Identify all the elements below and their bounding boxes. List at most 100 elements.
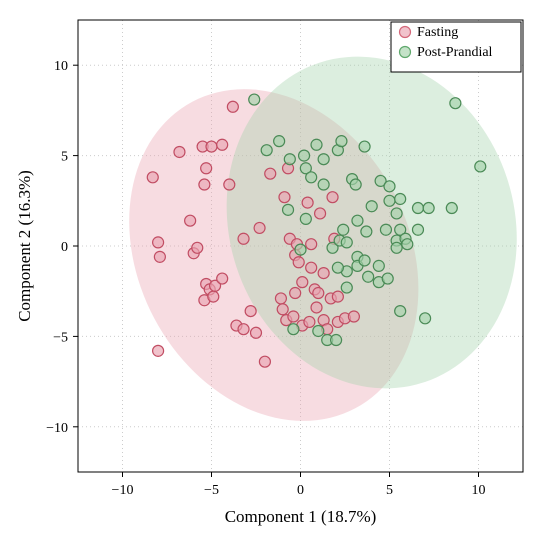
data-point bbox=[238, 233, 249, 244]
data-point bbox=[153, 345, 164, 356]
data-point bbox=[336, 136, 347, 147]
data-point bbox=[254, 222, 265, 233]
data-point bbox=[201, 163, 212, 174]
data-point bbox=[450, 98, 461, 109]
data-point bbox=[261, 145, 272, 156]
data-point bbox=[245, 306, 256, 317]
data-point bbox=[318, 154, 329, 165]
data-point bbox=[352, 215, 363, 226]
data-point bbox=[382, 273, 393, 284]
data-point bbox=[391, 208, 402, 219]
data-point bbox=[384, 181, 395, 192]
data-point bbox=[412, 203, 423, 214]
data-point bbox=[288, 324, 299, 335]
data-point bbox=[174, 146, 185, 157]
y-tick-label: 10 bbox=[54, 59, 68, 74]
data-point bbox=[402, 239, 413, 250]
data-point bbox=[446, 203, 457, 214]
data-point bbox=[395, 193, 406, 204]
data-point bbox=[274, 136, 285, 147]
data-point bbox=[284, 154, 295, 165]
data-point bbox=[332, 262, 343, 273]
x-tick-label: 5 bbox=[386, 483, 393, 498]
data-point bbox=[359, 255, 370, 266]
data-point bbox=[313, 288, 324, 299]
data-point bbox=[412, 224, 423, 235]
data-point bbox=[251, 327, 262, 338]
data-point bbox=[306, 172, 317, 183]
data-point bbox=[311, 139, 322, 150]
data-point bbox=[318, 179, 329, 190]
data-point bbox=[363, 271, 374, 282]
data-point bbox=[311, 302, 322, 313]
data-point bbox=[224, 179, 235, 190]
data-point bbox=[297, 277, 308, 288]
y-tick-label: 0 bbox=[61, 240, 68, 255]
data-point bbox=[154, 251, 165, 262]
data-point bbox=[361, 226, 372, 237]
data-point bbox=[391, 242, 402, 253]
x-axis-label: Component 1 (18.7%) bbox=[225, 507, 377, 526]
data-point bbox=[192, 242, 203, 253]
data-point bbox=[147, 172, 158, 183]
data-point bbox=[366, 201, 377, 212]
data-point bbox=[315, 208, 326, 219]
data-point bbox=[395, 306, 406, 317]
y-tick-label: 5 bbox=[61, 150, 68, 165]
data-point bbox=[199, 179, 210, 190]
data-point bbox=[359, 141, 370, 152]
data-point bbox=[373, 260, 384, 271]
data-point bbox=[327, 192, 338, 203]
data-point bbox=[338, 224, 349, 235]
data-point bbox=[384, 195, 395, 206]
data-point bbox=[306, 262, 317, 273]
data-point bbox=[332, 291, 343, 302]
legend-label: Post-Prandial bbox=[417, 45, 493, 60]
data-point bbox=[217, 273, 228, 284]
data-point bbox=[279, 192, 290, 203]
data-point bbox=[290, 288, 301, 299]
data-point bbox=[259, 356, 270, 367]
data-point bbox=[348, 311, 359, 322]
data-point bbox=[277, 304, 288, 315]
data-point bbox=[249, 94, 260, 105]
data-point bbox=[475, 161, 486, 172]
data-point bbox=[331, 335, 342, 346]
data-point bbox=[217, 139, 228, 150]
y-tick-label: −10 bbox=[46, 421, 68, 436]
data-point bbox=[380, 224, 391, 235]
data-point bbox=[206, 141, 217, 152]
y-axis-label: Component 2 (16.3%) bbox=[15, 170, 34, 322]
data-point bbox=[299, 150, 310, 161]
legend-marker bbox=[400, 47, 411, 58]
data-point bbox=[288, 311, 299, 322]
data-point bbox=[313, 325, 324, 336]
x-tick-label: −5 bbox=[204, 483, 219, 498]
data-point bbox=[295, 244, 306, 255]
y-tick-label: −5 bbox=[53, 330, 68, 345]
data-point bbox=[304, 316, 315, 327]
data-point bbox=[208, 291, 219, 302]
data-point bbox=[227, 101, 238, 112]
data-point bbox=[341, 237, 352, 248]
data-point bbox=[423, 203, 434, 214]
data-point bbox=[318, 268, 329, 279]
data-point bbox=[153, 237, 164, 248]
data-point bbox=[420, 313, 431, 324]
data-point bbox=[302, 197, 313, 208]
pca-scatter-chart: { "chart": { "type": "scatter", "width":… bbox=[0, 0, 549, 550]
data-point bbox=[306, 239, 317, 250]
data-point bbox=[293, 257, 304, 268]
x-tick-label: 10 bbox=[472, 483, 486, 498]
legend-label: Fasting bbox=[417, 25, 458, 40]
legend-marker bbox=[400, 27, 411, 38]
data-point bbox=[300, 213, 311, 224]
pca-svg: −10−50510−10−50510Component 1 (18.7%)Com… bbox=[0, 0, 549, 550]
data-point bbox=[350, 179, 361, 190]
data-point bbox=[341, 282, 352, 293]
data-point bbox=[238, 324, 249, 335]
data-point bbox=[265, 168, 276, 179]
x-tick-label: 0 bbox=[297, 483, 304, 498]
data-point bbox=[283, 204, 294, 215]
data-point bbox=[185, 215, 196, 226]
